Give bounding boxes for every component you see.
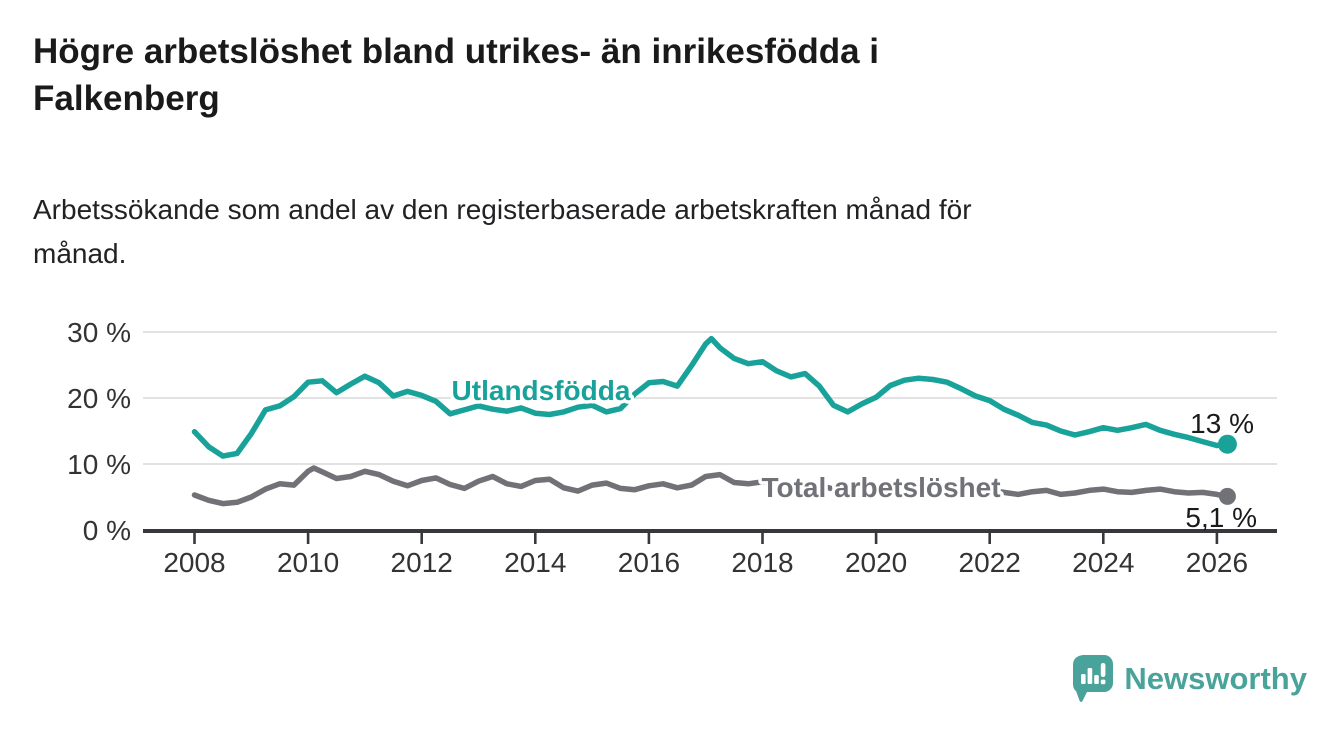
page-subtitle: Arbetssökande som andel av den registerb… (33, 188, 1213, 276)
x-tick-label-2020: 2020 (845, 547, 907, 578)
speech-bubble-bar-chart-icon (1073, 655, 1114, 702)
y-tick-label-20: 20 % (67, 383, 131, 414)
x-tick-label-2008: 2008 (163, 547, 225, 578)
x-tick-label-2022: 2022 (959, 547, 1021, 578)
y-tick-label-30: 30 % (67, 317, 131, 348)
x-tick-label-2026: 2026 (1186, 547, 1248, 578)
series-line-utlandsfodda (191, 335, 1229, 459)
brand-name: Newsworthy (1124, 661, 1307, 696)
series-line-total (191, 465, 1229, 507)
series-label-utlandsfodda: Utlandsfödda (452, 375, 631, 406)
x-tick-label-2012: 2012 (391, 547, 453, 578)
page-title-line1: Högre arbetslöshet bland utrikes- än inr… (33, 32, 880, 71)
series-label-total: Total arbetslöshet (761, 472, 1000, 503)
page-subtitle-line1: Arbetssökande som andel av den registerb… (33, 194, 972, 225)
x-tick-label-2014: 2014 (504, 547, 566, 578)
x-tick-label-2018: 2018 (731, 547, 793, 578)
page-title-line2: Falkenberg (33, 79, 220, 118)
series-end-dot-total (1218, 487, 1236, 505)
page-title: Högre arbetslöshet bland utrikes- än inr… (33, 28, 1133, 122)
x-tick-label-2024: 2024 (1072, 547, 1134, 578)
end-value-label-total: 5,1 % (1185, 502, 1257, 533)
page-subtitle-line2: månad. (33, 238, 127, 269)
end-value-label-utlandsfodda: 13 % (1190, 408, 1254, 439)
y-tick-label-10: 10 % (67, 449, 131, 480)
x-tick-label-2010: 2010 (277, 547, 339, 578)
y-tick-label-0: 0 % (83, 515, 131, 546)
x-tick-label-2016: 2016 (618, 547, 680, 578)
series-end-dot-utlandsfodda (1217, 434, 1237, 454)
newsworthy-brand: Newsworthy (1073, 655, 1307, 703)
